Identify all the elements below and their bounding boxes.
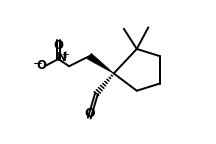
Polygon shape — [87, 53, 114, 73]
Text: N: N — [57, 51, 67, 64]
Text: O: O — [37, 59, 46, 72]
Text: O: O — [54, 39, 64, 52]
Text: +: + — [61, 50, 69, 60]
Text: −: − — [33, 57, 43, 70]
Text: O: O — [84, 107, 95, 120]
